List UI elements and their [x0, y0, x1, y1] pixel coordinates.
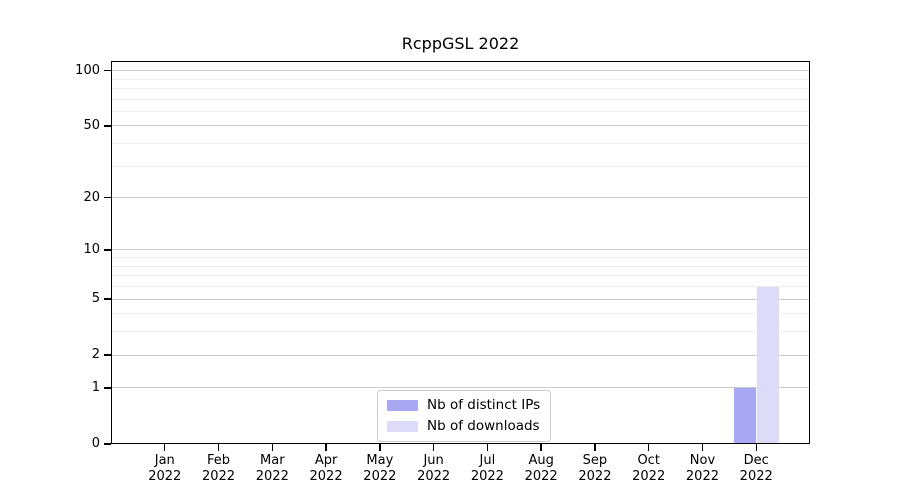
gridline-minor	[111, 265, 810, 267]
gridline-minor	[111, 275, 810, 277]
x-tick-label: Jul 2022	[459, 453, 515, 485]
x-tick-mark	[217, 444, 220, 451]
x-tick-year: 2022	[685, 469, 719, 484]
y-tick-label: 50	[83, 117, 100, 133]
x-tick-month: Nov	[689, 453, 716, 468]
x-tick-mark	[325, 444, 327, 451]
gridline-major	[111, 298, 810, 300]
y-tick-label: 20	[83, 189, 100, 205]
gridline-major	[111, 70, 810, 72]
x-tick-month: Sep	[582, 453, 608, 468]
x-tick-year: 2022	[739, 469, 773, 484]
x-tick-month: Jun	[423, 453, 444, 468]
y-tick-mark	[104, 125, 111, 127]
x-tick-mark	[379, 444, 381, 451]
x-tick-mark	[486, 444, 489, 451]
gridline-minor	[111, 331, 810, 333]
x-tick-label: Mar 2022	[244, 453, 300, 485]
x-tick-month: May	[366, 453, 394, 468]
gridline-major	[111, 249, 810, 251]
x-tick-mark	[164, 444, 166, 451]
y-tick-mark	[104, 196, 111, 199]
gridline-minor	[111, 257, 810, 259]
x-tick-year: 2022	[417, 469, 451, 484]
x-tick-month: Dec	[743, 453, 769, 468]
y-tick-mark	[104, 387, 111, 389]
x-tick-mark	[271, 444, 273, 451]
x-tick-month: Feb	[207, 453, 231, 468]
x-tick-month: Aug	[528, 453, 554, 468]
x-tick-label: Nov 2022	[674, 453, 730, 485]
x-tick-label: Jun 2022	[406, 453, 462, 485]
x-tick-year: 2022	[578, 469, 612, 484]
legend: Nb of distinct IPs Nb of downloads	[377, 390, 552, 442]
legend-label-distinct-ips: Nb of distinct IPs	[427, 397, 541, 413]
bar-downloads-dec	[757, 286, 780, 443]
gridline-major	[111, 125, 810, 127]
x-tick-label: May 2022	[352, 453, 408, 485]
gridline-minor	[111, 98, 810, 100]
gridline-minor	[111, 78, 810, 80]
x-tick-mark	[432, 444, 435, 451]
gridline-minor	[111, 110, 810, 112]
x-tick-label: Apr 2022	[298, 453, 354, 485]
x-tick-label: Feb 2022	[191, 453, 247, 485]
gridline-major	[111, 197, 810, 199]
y-tick-label: 5	[91, 291, 100, 307]
x-tick-mark	[594, 444, 596, 451]
y-tick-mark	[104, 249, 111, 251]
gridline-minor	[111, 286, 810, 288]
gridline-minor	[111, 313, 810, 315]
gridline-minor	[111, 143, 810, 145]
gridline-major	[111, 354, 810, 356]
x-tick-label: Jan 2022	[137, 453, 193, 485]
legend-entry-downloads: Nb of downloads	[387, 418, 540, 435]
gridline-major	[111, 387, 810, 389]
x-tick-year: 2022	[148, 469, 182, 484]
y-tick-mark	[104, 69, 111, 72]
x-tick-year: 2022	[201, 469, 236, 484]
gridline-minor	[111, 87, 810, 89]
x-tick-label: Dec 2022	[728, 453, 784, 485]
x-tick-month: Mar	[260, 453, 285, 468]
x-tick-year: 2022	[470, 469, 504, 484]
x-tick-month: Oct	[637, 453, 660, 468]
x-tick-mark	[540, 444, 542, 451]
y-tick-label: 1	[91, 379, 100, 395]
legend-swatch-distinct-ips	[387, 400, 418, 411]
legend-label-downloads: Nb of downloads	[427, 418, 540, 434]
y-tick-label: 10	[83, 241, 100, 257]
x-tick-mark	[701, 444, 704, 451]
x-tick-label: Oct 2022	[621, 453, 677, 485]
x-tick-month: Apr	[314, 453, 338, 468]
legend-swatch-downloads	[387, 421, 418, 432]
y-tick-mark	[104, 298, 111, 300]
y-tick-mark	[104, 443, 111, 445]
chart-title: RcppGSL 2022	[401, 34, 520, 53]
bar-distinct-ips-dec	[734, 387, 757, 443]
x-tick-month: Jan	[154, 453, 175, 468]
x-tick-year: 2022	[363, 469, 397, 484]
legend-entry-distinct-ips: Nb of distinct IPs	[387, 397, 540, 414]
x-tick-year: 2022	[255, 469, 289, 484]
x-tick-mark	[647, 444, 650, 451]
y-tick-label: 0	[91, 436, 100, 451]
y-tick-label: 100	[75, 62, 100, 78]
x-tick-year: 2022	[632, 469, 666, 484]
x-tick-month: Jul	[479, 453, 496, 468]
x-tick-mark	[755, 444, 757, 451]
x-tick-label: Aug 2022	[513, 453, 569, 485]
gridline-minor	[111, 165, 810, 167]
y-tick-mark	[104, 354, 111, 356]
y-tick-label: 2	[91, 347, 100, 363]
x-tick-year: 2022	[524, 469, 558, 484]
x-tick-year: 2022	[309, 469, 343, 484]
x-tick-label: Sep 2022	[567, 453, 623, 485]
